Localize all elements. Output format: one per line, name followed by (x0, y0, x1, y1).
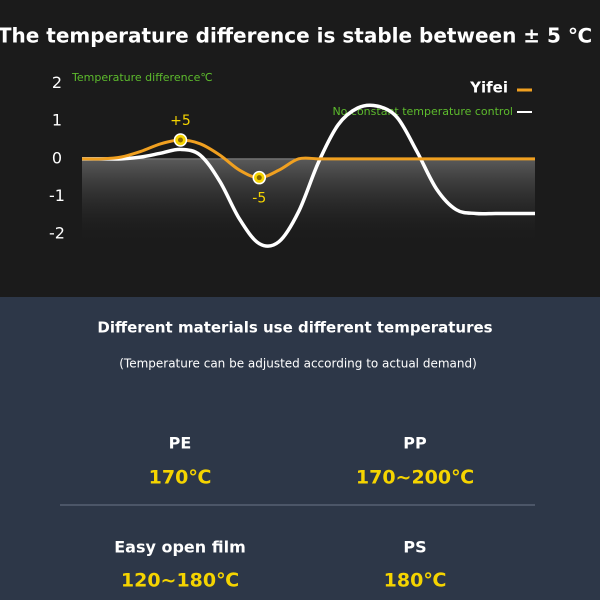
legend-label: Yifei (469, 79, 508, 97)
annotation: -5 (252, 191, 266, 207)
material-temperature: 120~180℃ (121, 570, 239, 592)
materials-title: Different materials use different temper… (97, 319, 492, 337)
material-name: Easy open film (114, 538, 246, 557)
point-marker-core (256, 175, 262, 181)
point-marker-core (177, 137, 183, 143)
y-axis-label: Temperature difference℃ (71, 71, 213, 84)
y-tick-label: 2 (52, 73, 62, 92)
material-name: PS (403, 538, 426, 557)
y-tick-label: -1 (49, 186, 65, 205)
series-line (81, 138, 535, 180)
legend-label: No constant temperature control (332, 105, 513, 118)
material-temperature: 170~200℃ (356, 467, 474, 489)
chart-title: The temperature difference is stable bet… (0, 24, 592, 48)
legend: Yifei No constant temperature control (332, 79, 532, 118)
materials-background (0, 297, 600, 600)
y-tick-label: -2 (49, 224, 65, 243)
material-temperature: 170℃ (149, 467, 212, 489)
material-temperature: 180℃ (384, 570, 447, 592)
zero-shade (82, 159, 535, 244)
materials-subtitle: (Temperature can be adjusted according t… (119, 357, 477, 371)
chart-background (0, 0, 600, 297)
material-name: PE (169, 434, 192, 453)
series-line (82, 103, 535, 248)
y-tick-label: 1 (52, 111, 62, 130)
annotation: +5 (170, 113, 191, 129)
y-tick-label: 0 (52, 148, 62, 167)
material-name: PP (403, 434, 427, 453)
